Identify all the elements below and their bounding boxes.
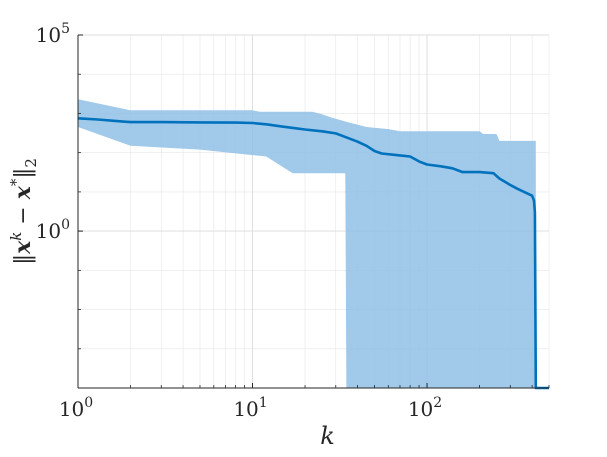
x-tick-label: 101	[233, 395, 267, 421]
axis-labels: k ‖xk − x*‖2	[7, 158, 335, 450]
x-tick-label: 102	[408, 395, 442, 421]
x-tick-label: 100	[59, 395, 93, 421]
mean-series-line-0	[77, 117, 549, 390]
x-axis-label: k	[320, 422, 335, 450]
y-axis-label: ‖xk − x*‖2	[7, 158, 40, 265]
range-band	[78, 99, 549, 389]
range-band-area	[78, 99, 549, 389]
axes	[77, 34, 550, 389]
y-tick-label: 100	[36, 217, 70, 243]
y-tick-label: 105	[36, 21, 70, 47]
tick-labels: 100 101 102 100 105	[36, 21, 443, 421]
mean-series	[77, 117, 549, 390]
